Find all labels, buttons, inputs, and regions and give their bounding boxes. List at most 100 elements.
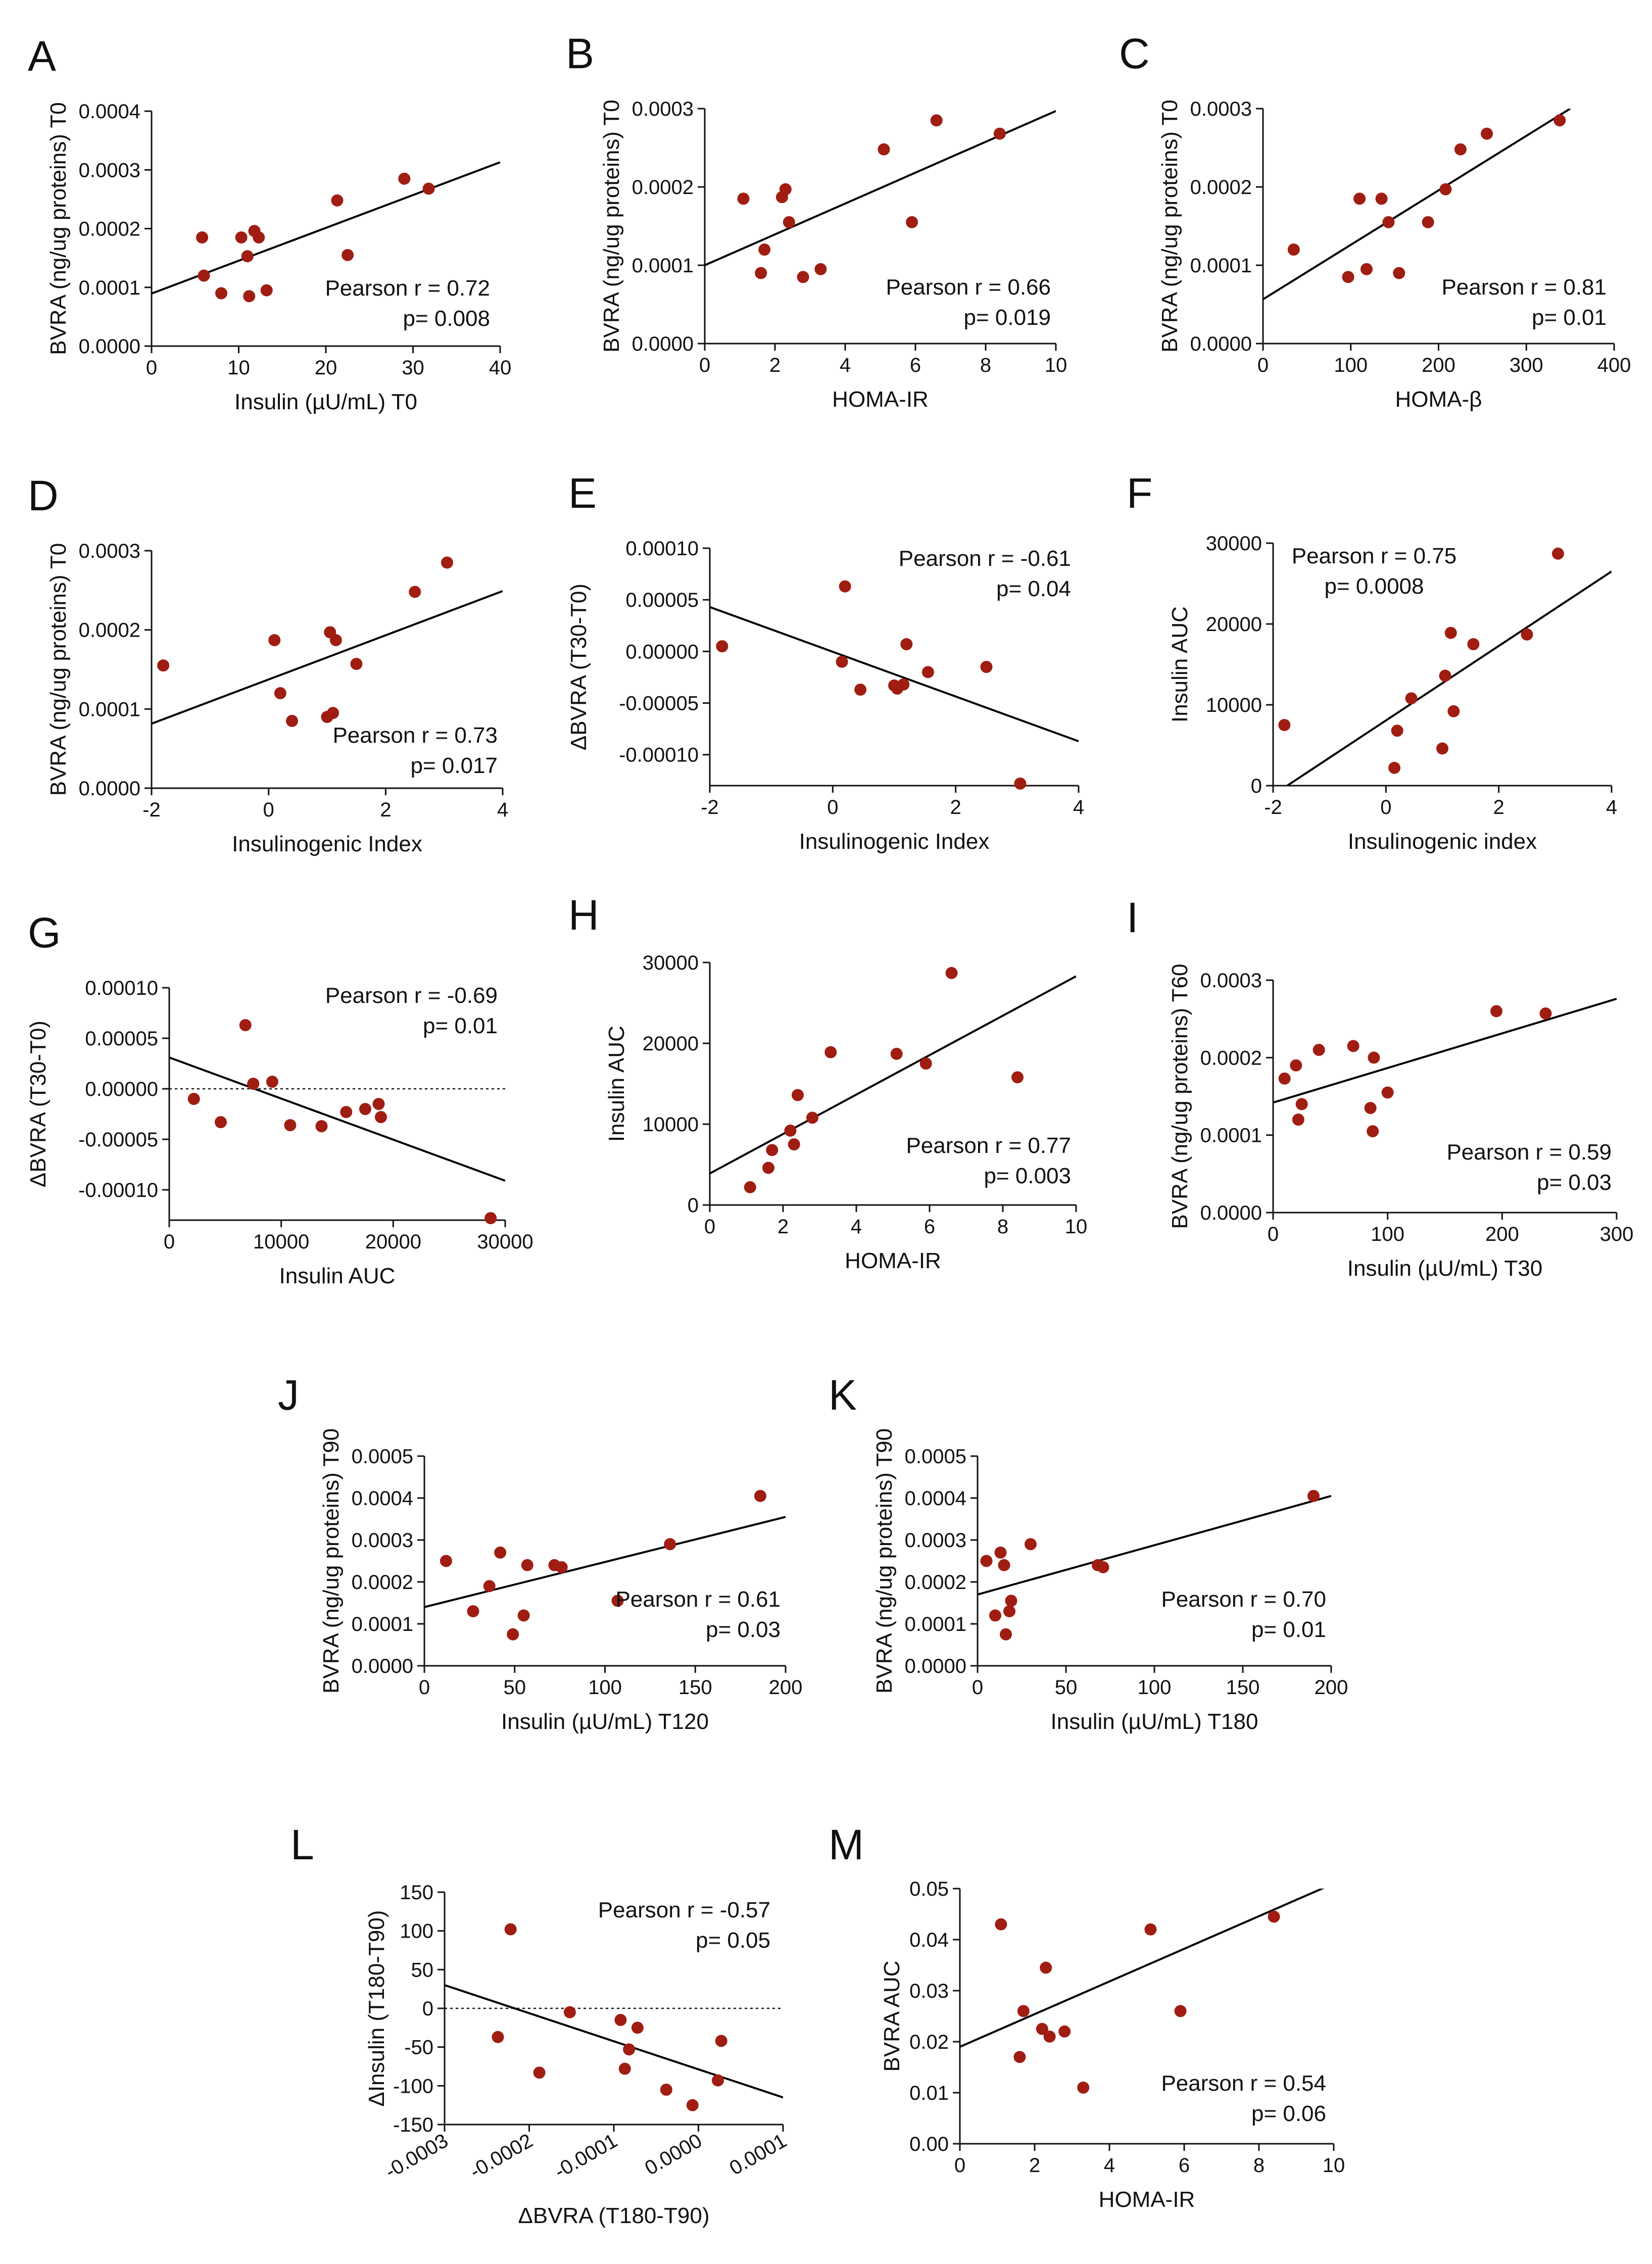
data-point: [712, 2074, 724, 2087]
data-point: [921, 666, 934, 679]
data-point: [762, 1162, 774, 1174]
data-point: [995, 1918, 1007, 1931]
data-point: [989, 1609, 1001, 1622]
data-point: [215, 287, 227, 300]
data-point: [441, 556, 453, 569]
x-tick-label: 0: [1380, 796, 1391, 818]
data-point: [788, 1138, 800, 1150]
y-tick-label: 0.0004: [79, 101, 140, 123]
y-tick-label: 0.0001: [905, 1613, 966, 1635]
data-point: [1439, 183, 1452, 196]
data-point: [1553, 114, 1566, 127]
panel-letter: K: [829, 1371, 857, 1419]
y-axis-label: BVRA (ng/ug proteins) T0: [1157, 100, 1182, 353]
y-tick-label: 0.0003: [79, 159, 140, 181]
data-point: [372, 1098, 385, 1110]
x-tick-label: 100: [1138, 1676, 1172, 1699]
y-tick-label: 0.0001: [1200, 1125, 1262, 1147]
x-tick-label: 8: [1253, 2154, 1265, 2177]
p-value-text: p= 0.008: [403, 306, 491, 331]
y-tick-label: 0.0000: [79, 335, 140, 358]
data-point: [284, 1119, 297, 1131]
data-point: [716, 640, 728, 653]
x-axis-label: Insulinogenic index: [1348, 829, 1537, 854]
data-point: [1313, 1044, 1325, 1056]
data-point: [1295, 1098, 1308, 1111]
y-axis-label: BVRA (ng/ug proteins) T60: [1168, 964, 1192, 1229]
y-tick-label: -150: [393, 2114, 433, 2136]
regression-line: [152, 590, 503, 725]
y-tick-label: -0.00010: [619, 744, 699, 766]
y-axis-label: Insulin AUC: [604, 1026, 629, 1142]
data-point: [243, 290, 256, 303]
data-point: [1077, 2081, 1090, 2094]
y-tick-label: -0.00010: [78, 1179, 158, 1201]
regression-line: [445, 1984, 783, 2099]
y-axis-label: ΔBVRA (T30-T0): [26, 1021, 51, 1187]
regression-line: [1273, 997, 1617, 1104]
regression-line: [710, 606, 1079, 743]
data-point: [492, 2031, 504, 2043]
x-tick-label: 100: [1371, 1223, 1404, 1245]
y-tick-label: 0.03: [909, 1980, 949, 2002]
data-point: [1287, 244, 1300, 256]
pearson-r-text: Pearson r = 0.59: [1446, 1140, 1612, 1165]
x-tick-label: 8: [980, 354, 991, 376]
y-tick-label: 0.0002: [632, 176, 694, 199]
data-point: [241, 250, 254, 263]
data-point: [1036, 2022, 1048, 2035]
x-tick-label: 10: [227, 357, 250, 379]
x-tick-label: 0: [1268, 1223, 1279, 1245]
data-point: [1011, 1071, 1024, 1084]
data-point: [814, 263, 827, 275]
x-tick-label: -0.0003: [381, 2130, 452, 2183]
x-tick-label: 10: [1045, 354, 1067, 376]
data-point: [806, 1112, 818, 1124]
data-point: [374, 1111, 387, 1123]
x-tick-label: 0: [972, 1676, 983, 1699]
p-value-text: p= 0.019: [964, 305, 1051, 330]
p-value-text: p= 0.0008: [1325, 574, 1424, 599]
y-tick-label: 30000: [643, 952, 699, 974]
data-point: [611, 1595, 624, 1607]
panel-g: G -0.00010 -0.00005 0.00000 0.00005 0.00010 0 1…: [26, 909, 533, 1288]
y-tick-label: 0.0000: [1200, 1202, 1262, 1224]
data-point: [327, 707, 339, 719]
data-point: [1367, 1125, 1379, 1137]
regression-line: [710, 975, 1076, 1175]
data-point: [286, 714, 298, 727]
data-point: [563, 2006, 576, 2018]
x-tick-label: 4: [851, 1216, 862, 1238]
data-point: [350, 658, 363, 670]
data-point: [239, 1019, 252, 1031]
data-point: [1364, 1102, 1377, 1114]
y-tick-label: 10000: [1206, 694, 1262, 716]
p-value-text: p= 0.01: [1251, 1617, 1326, 1642]
data-point: [1342, 271, 1354, 283]
data-point: [247, 1078, 260, 1090]
x-tick-label: 10000: [253, 1231, 309, 1253]
y-tick-label: 0.0002: [79, 619, 140, 642]
x-axis-label: Insulin AUC: [279, 1264, 396, 1288]
x-axis-label: HOMA-IR: [845, 1248, 941, 1273]
x-axis-label: Insulin (µU/mL) T120: [501, 1709, 709, 1734]
x-tick-label: -2: [1264, 796, 1282, 818]
y-tick-label: 0.00000: [625, 641, 699, 663]
panel-letter: M: [829, 1821, 864, 1868]
data-point: [1278, 1072, 1291, 1085]
panel-letter: J: [278, 1371, 299, 1419]
data-point: [198, 269, 210, 282]
y-tick-label: 0.00005: [625, 589, 699, 611]
data-point: [409, 586, 421, 598]
data-point: [618, 2062, 631, 2075]
data-point: [1368, 1051, 1380, 1064]
data-point: [1521, 628, 1533, 641]
panel-d: D 0.0000 0.0001 0.0002 0.0003 -2 0 2 4 Insulinoge…: [28, 472, 508, 856]
data-point: [1097, 1561, 1109, 1573]
data-point: [340, 1106, 353, 1118]
data-point: [260, 284, 273, 297]
x-tick-label: 200: [1485, 1223, 1519, 1245]
data-point: [1058, 2025, 1071, 2038]
data-point: [737, 192, 750, 205]
